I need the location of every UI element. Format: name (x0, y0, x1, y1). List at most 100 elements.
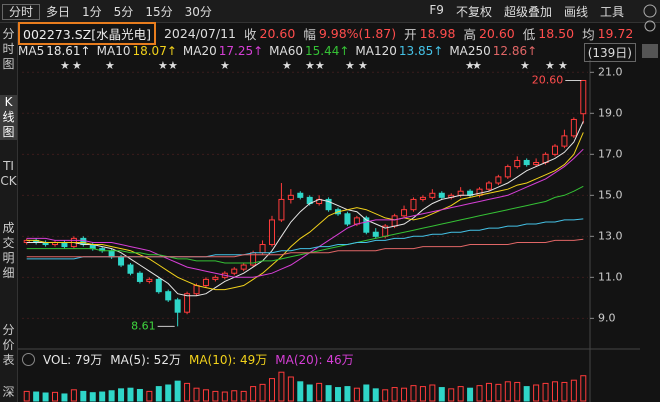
volume-bar (193, 387, 200, 402)
candle-body (80, 237, 87, 246)
volume-bar (184, 382, 191, 402)
ma-value: 12.86↑ (492, 44, 538, 58)
star-marker: ★ (520, 59, 530, 72)
candle-body (504, 166, 511, 178)
volume-bar (495, 383, 502, 402)
candle-body (259, 244, 266, 254)
star-marker: ★ (168, 59, 178, 72)
icon[interactable] (644, 20, 656, 32)
candle-body (240, 264, 247, 270)
y-tick-label: 15.0 (598, 188, 623, 201)
side-tab[interactable]: 分时图 (2, 27, 15, 71)
volume-bar (80, 390, 87, 402)
candle-body (551, 145, 558, 155)
y-tick-label: 9.0 (598, 311, 616, 324)
tool-button[interactable]: 不复权 (455, 4, 492, 19)
candle-body (193, 285, 200, 295)
candle-body (363, 217, 370, 233)
candle-body (155, 278, 162, 293)
help-icon[interactable] (22, 352, 35, 366)
candle-body (118, 256, 125, 266)
volume-bar (287, 376, 294, 402)
icon[interactable] (643, 4, 657, 18)
candle-body (61, 241, 68, 248)
candle-body (457, 190, 464, 196)
tool-button[interactable]: 工具 (599, 4, 624, 19)
icon[interactable] (642, 44, 658, 58)
side-tab[interactable]: TICK (0, 159, 17, 188)
volume-bar (221, 391, 228, 402)
candle-body (127, 264, 134, 274)
y-tick-label: 11.0 (598, 270, 623, 283)
volume-bar (146, 390, 153, 402)
volume-label: MA(5): 52万 (110, 352, 181, 367)
period-tab[interactable]: 1分 (82, 4, 102, 19)
period-tab[interactable]: 分时 (2, 3, 41, 20)
star-marker: ★ (465, 59, 475, 72)
volume-bar (259, 383, 266, 402)
icon-column (642, 4, 658, 58)
star-marker: ★ (158, 59, 168, 72)
candle-body (231, 268, 238, 274)
stock-code[interactable]: 002273.SZ[水晶光电] (18, 21, 156, 45)
candle-body (165, 291, 172, 301)
candle-body (287, 194, 294, 200)
volume-bar (212, 390, 219, 402)
star-marker: ★ (545, 59, 555, 72)
candle-body (561, 135, 568, 147)
ma-line (26, 132, 584, 291)
volume-bar (419, 386, 426, 402)
side-tab[interactable]: 成交明细 (2, 221, 15, 280)
ma-name: MA10 (96, 44, 131, 58)
side-tab[interactable]: K线图 (0, 95, 17, 140)
volume-bar (457, 386, 464, 402)
volume-bar (202, 389, 209, 402)
tool-button[interactable]: F9 (429, 2, 444, 17)
volume-bar (108, 390, 115, 402)
volume-header: VOL: 79万 MA(5): 52万 MA(10): 49万 MA(20): 46万 (22, 351, 362, 367)
period-tab[interactable]: 5分 (113, 4, 134, 19)
field-label: 高 (463, 26, 476, 42)
candle-body (514, 159, 521, 168)
star-marker: ★ (72, 59, 82, 72)
volume-bar (52, 391, 59, 402)
volume-bar (344, 386, 351, 402)
volume-bar (325, 385, 332, 402)
star-marker: ★ (105, 59, 115, 72)
volume-bar (335, 387, 342, 402)
period-tab[interactable]: 15分 (145, 4, 173, 19)
field-value: 18.50 (538, 25, 575, 41)
candle-body (391, 215, 398, 227)
ma-name: MA250 (449, 44, 491, 58)
candle-body (353, 217, 360, 225)
volume-bar (467, 387, 474, 402)
period-tab[interactable]: 30分 (184, 4, 212, 19)
side-tab[interactable]: 分价表 (2, 323, 15, 367)
volume-bar (297, 381, 304, 402)
volume-bar (363, 384, 370, 402)
sidebar: 分时图 K线图 TICK 成交明细分价表深 (0, 23, 18, 402)
candle-body (108, 250, 115, 258)
star-marker: ★ (60, 59, 70, 72)
toolbar: 分时 多日 1分 5分 15分 30分 F9 不复权 超级叠加 画线 工具 (0, 0, 660, 23)
ma-line (26, 238, 584, 258)
quote-info: 002273.SZ[水晶光电] 2024/07/11 收 20.60 幅 9.98%(… (18, 21, 641, 45)
tool-button[interactable]: 超级叠加 (503, 4, 552, 19)
volume-bar (353, 387, 360, 402)
volume-bar (118, 388, 125, 402)
days-button[interactable]: (139日) (583, 43, 636, 62)
volume-bar (70, 389, 77, 402)
side-tab[interactable]: 深 (2, 385, 15, 399)
ma-value: 15.44↑ (305, 44, 350, 58)
star-marker: ★ (220, 59, 230, 72)
volume-bar (268, 378, 275, 402)
ma-line (26, 121, 584, 297)
period-tab[interactable]: 多日 (46, 4, 71, 19)
field-label: 幅 (303, 26, 316, 42)
volume-bar (174, 380, 181, 402)
volume-bar (570, 379, 577, 402)
tool-button[interactable]: 画线 (563, 4, 588, 19)
field-value: 20.60 (259, 25, 296, 41)
y-tick-label: 21.0 (598, 65, 623, 78)
y-tick-label: 19.0 (598, 106, 623, 119)
